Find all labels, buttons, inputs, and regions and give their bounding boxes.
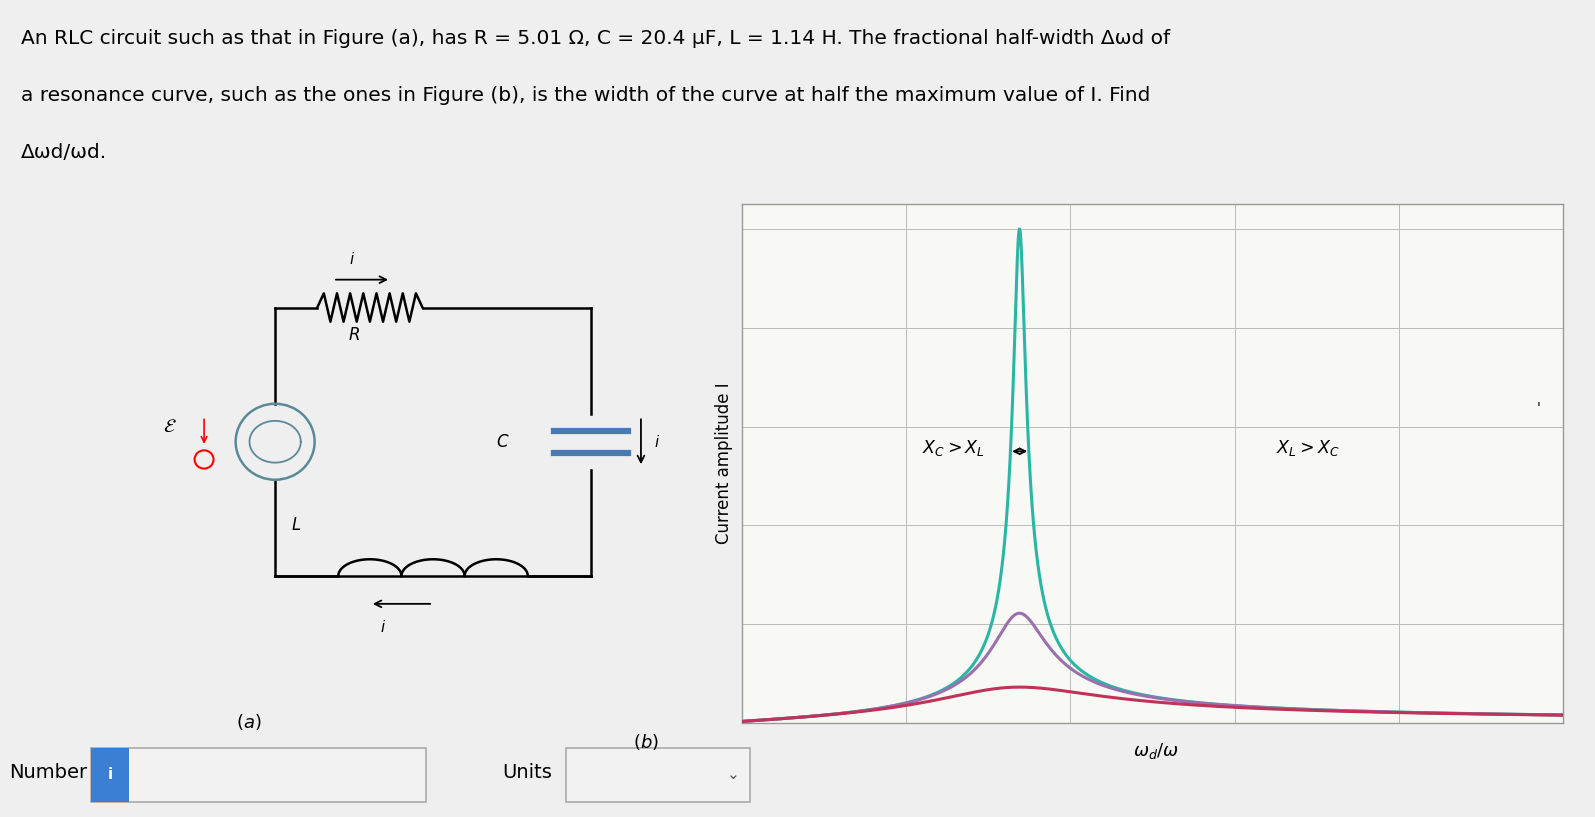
Text: $(a)$: $(a)$ (236, 712, 262, 732)
Bar (566, 748, 750, 801)
Bar (91, 748, 426, 801)
Text: $L$: $L$ (290, 516, 301, 534)
Text: $(b)$: $(b)$ (633, 731, 659, 752)
Text: Δωd/ωd.: Δωd/ωd. (21, 143, 107, 162)
Text: $\mathcal{E}$: $\mathcal{E}$ (163, 417, 177, 435)
Bar (91, 748, 129, 801)
Text: $\omega_d/\omega$: $\omega_d/\omega$ (1134, 741, 1179, 761)
Y-axis label: Current amplitude I: Current amplitude I (715, 383, 734, 544)
Text: $i$: $i$ (349, 252, 356, 267)
Text: $i$: $i$ (654, 434, 660, 450)
Text: $i$: $i$ (381, 618, 386, 635)
Text: $X_L> X_C$: $X_L> X_C$ (1276, 438, 1340, 458)
Text: ⌄: ⌄ (727, 767, 740, 783)
Text: a resonance curve, such as the ones in Figure (b), is the width of the curve at : a resonance curve, such as the ones in F… (21, 86, 1150, 105)
Text: $R$: $R$ (348, 327, 360, 345)
Text: ': ' (1536, 401, 1541, 415)
Text: $X_C> X_L$: $X_C> X_L$ (922, 438, 986, 458)
Text: An RLC circuit such as that in Figure (a), has R = 5.01 Ω, C = 20.4 μF, L = 1.14: An RLC circuit such as that in Figure (a… (21, 29, 1169, 47)
Text: $C$: $C$ (496, 433, 510, 451)
Text: Units: Units (502, 763, 552, 782)
Text: i: i (107, 767, 113, 783)
Text: Number: Number (10, 763, 88, 782)
